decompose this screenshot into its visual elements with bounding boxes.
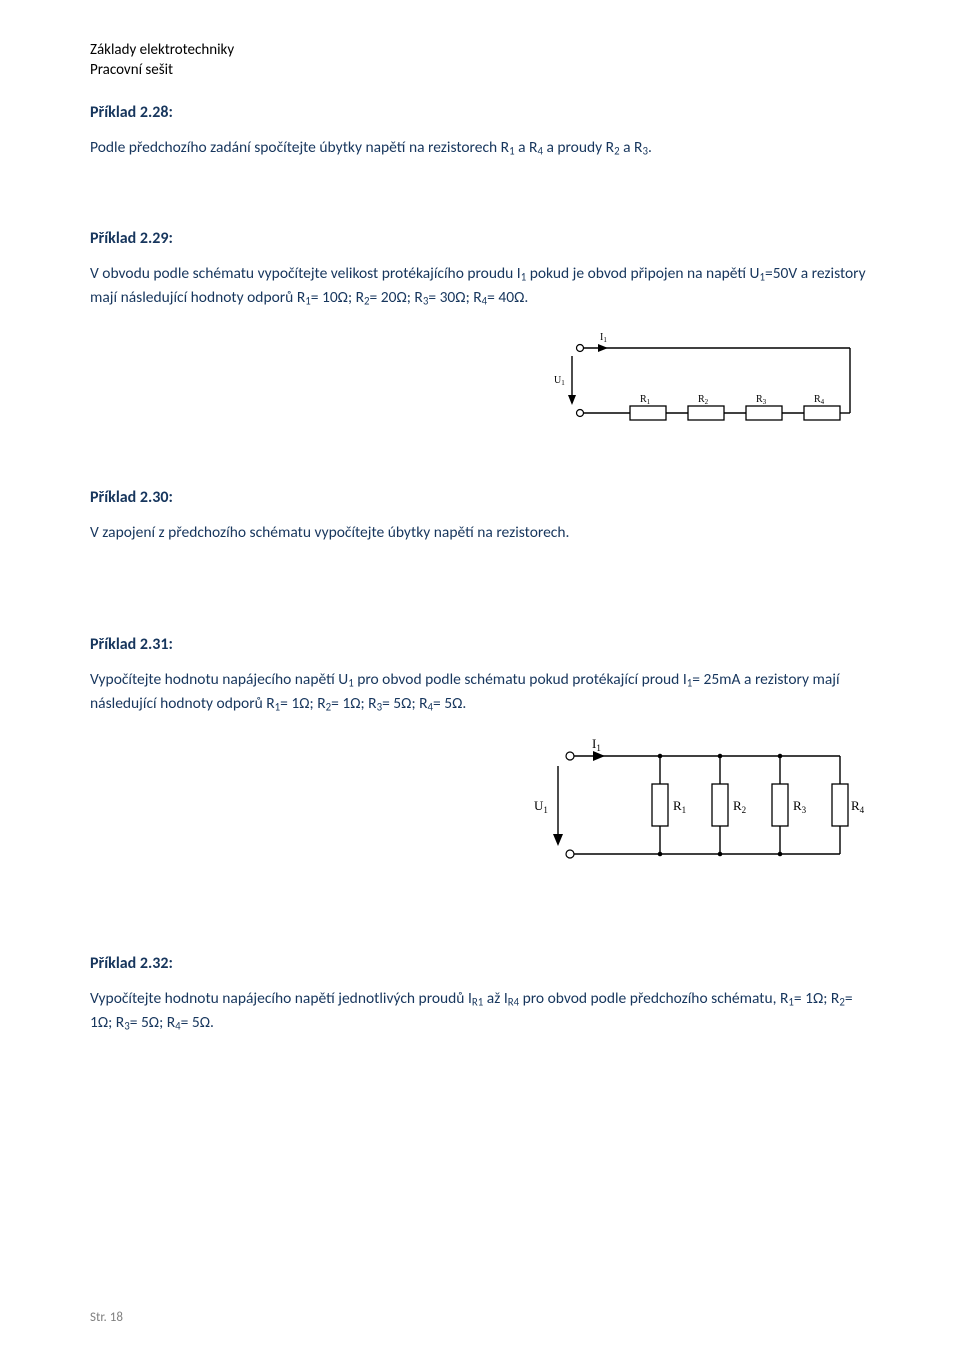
- text-fragment: a proudy R: [543, 138, 614, 157]
- label-R1s: 1: [647, 398, 651, 406]
- text-fragment: pokud je obvod připojen na napětí U: [526, 264, 759, 283]
- header-line-2: Pracovní sešit: [90, 60, 870, 80]
- text-fragment: a R: [515, 138, 538, 157]
- svg-text:R1: R1: [640, 394, 651, 406]
- label-R2s: 2: [742, 805, 747, 815]
- example-229-body: V obvodu podle schématu vypočítejte veli…: [90, 262, 870, 310]
- parallel-circuit-diagram: I1 U1 R1 R2 R3 R4: [530, 734, 870, 884]
- text-fragment: = 1Ω; R: [280, 694, 325, 713]
- text-fragment: = 5Ω; R: [382, 694, 427, 713]
- svg-text:R3: R3: [756, 394, 767, 406]
- svg-text:R2: R2: [733, 798, 746, 815]
- text-fragment: = 1Ω; R: [331, 694, 376, 713]
- label-R2s: 2: [705, 398, 709, 406]
- text-fragment: a R: [620, 138, 643, 157]
- example-228-title: Příklad 2.28:: [90, 103, 870, 122]
- svg-text:U1: U1: [534, 798, 548, 815]
- text-fragment: = 1Ω; R: [794, 989, 839, 1008]
- page-footer: Str. 18: [90, 1310, 123, 1325]
- text-fragment: = 5Ω.: [433, 694, 466, 713]
- label-R3: R: [793, 798, 802, 813]
- example-230-title: Příklad 2.30:: [90, 488, 870, 507]
- label-U-sub: 1: [561, 379, 565, 387]
- text-fragment: = 20Ω; R: [370, 288, 423, 307]
- label-I-sub: 1: [603, 336, 607, 344]
- text-fragment: .: [648, 138, 652, 157]
- text-fragment: = 5Ω; R: [130, 1013, 175, 1032]
- example-230-body: V zapojení z předchozího schématu vypočí…: [90, 521, 870, 544]
- example-232-body: Vypočítejte hodnotu napájecího napětí je…: [90, 987, 870, 1035]
- svg-text:I1: I1: [600, 332, 607, 344]
- text-fragment: Vypočítejte hodnotu napájecího napětí U: [90, 670, 348, 689]
- label-R1: R: [673, 798, 682, 813]
- subscript: R4: [508, 995, 519, 1008]
- svg-text:R4: R4: [851, 798, 865, 815]
- label-R3s: 3: [802, 805, 807, 815]
- svg-text:R2: R2: [698, 394, 709, 406]
- header-line-1: Základy elektrotechniky: [90, 40, 870, 60]
- text-fragment: = 30Ω; R: [428, 288, 481, 307]
- text-fragment: = 5Ω.: [181, 1013, 214, 1032]
- page-header: Základy elektrotechniky Pracovní sešit: [90, 40, 870, 81]
- label-R4s: 4: [821, 398, 825, 406]
- label-R4: R: [851, 798, 860, 813]
- text-fragment: pro obvod podle předchozího schématu, R: [519, 989, 788, 1008]
- svg-text:R4: R4: [814, 394, 825, 406]
- subscript: R1: [472, 995, 483, 1008]
- svg-text:R3: R3: [793, 798, 807, 815]
- example-229-title: Příklad 2.29:: [90, 229, 870, 248]
- label-I-sub: 1: [596, 743, 601, 753]
- example-232-title: Příklad 2.32:: [90, 954, 870, 973]
- page-content: Základy elektrotechniky Pracovní sešit P…: [0, 0, 960, 1055]
- label-R3s: 3: [763, 398, 767, 406]
- example-231-body: Vypočítejte hodnotu napájecího napětí U1…: [90, 668, 870, 716]
- text-fragment: V obvodu podle schématu vypočítejte veli…: [90, 264, 521, 283]
- text-fragment: až I: [483, 989, 507, 1008]
- label-U-sub: 1: [543, 805, 548, 815]
- text-fragment: Vypočítejte hodnotu napájecího napětí je…: [90, 989, 472, 1008]
- text-fragment: = 40Ω.: [487, 288, 528, 307]
- label-R1s: 1: [682, 805, 687, 815]
- label-R4s: 4: [860, 805, 865, 815]
- label-R2: R: [733, 798, 742, 813]
- example-228-body: Podle předchozího zadání spočítejte úbyt…: [90, 136, 870, 160]
- svg-text:R1: R1: [673, 798, 686, 815]
- text-fragment: = 10Ω; R: [311, 288, 364, 307]
- example-231-title: Příklad 2.31:: [90, 635, 870, 654]
- svg-text:I1: I1: [592, 736, 601, 753]
- series-circuit-diagram: I1 U1 R1 R2 R3 R4: [550, 328, 870, 438]
- svg-text:U1: U1: [554, 375, 565, 387]
- text-fragment: Podle předchozího zadání spočítejte úbyt…: [90, 138, 509, 157]
- text-fragment: pro obvod podle schématu pokud protékají…: [354, 670, 687, 689]
